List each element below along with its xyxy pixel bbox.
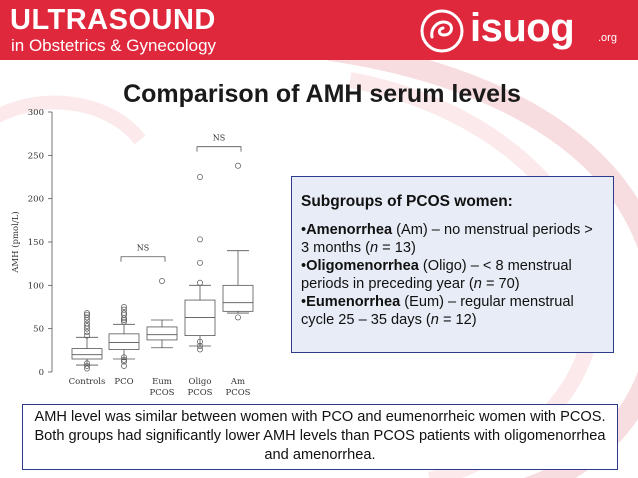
outlier-point xyxy=(84,362,90,369)
outlier-point xyxy=(84,329,90,336)
n-symbol: n xyxy=(369,240,379,256)
iqr-box xyxy=(71,348,103,360)
x-category-label: Eum xyxy=(152,377,172,387)
outlier-point xyxy=(84,320,90,327)
iqr-box xyxy=(108,333,140,350)
subgroup-count: = 70) xyxy=(481,276,520,292)
x-category-label: Controls xyxy=(69,377,106,387)
outlier-point xyxy=(197,338,203,345)
y-tick-label: 100 xyxy=(28,281,44,291)
box-1 xyxy=(71,310,103,372)
box-2 xyxy=(108,304,140,369)
outlier-point xyxy=(121,358,127,365)
x-category-label: PCO xyxy=(114,377,133,387)
y-tick-label: 50 xyxy=(33,325,44,335)
y-tick-label: 0 xyxy=(39,368,44,378)
iqr-box xyxy=(222,284,254,312)
outlier-point xyxy=(84,365,90,372)
x-category-label: PCOS xyxy=(187,388,212,398)
ns-annotation: NS xyxy=(137,244,149,253)
x-category-label: Oligo xyxy=(189,377,212,387)
amh-boxplot-chart: 0 50 100 150 200 250 300 AMH (pmol/L) Controls P… xyxy=(10,108,254,398)
ns-bracket xyxy=(120,256,166,262)
outlier-point xyxy=(121,318,127,325)
caption-box: AMH level was similar between women with… xyxy=(22,404,618,470)
y-tick-label: 300 xyxy=(28,108,44,118)
isuog-logo-icon xyxy=(420,9,464,53)
outlier-point xyxy=(235,314,241,321)
outlier-point xyxy=(197,343,203,349)
outlier-point xyxy=(84,332,90,339)
ns-annotation: NS xyxy=(213,134,225,143)
outlier-point xyxy=(121,354,127,361)
caption-text: AMH level was similar between women with… xyxy=(34,409,606,463)
subgroup-item-eumenorrhea: •Eumenorrhea (Eum) – regular menstrual c… xyxy=(301,293,604,329)
subgroup-term: Oligomenorrhea xyxy=(306,258,419,274)
outlier-point xyxy=(121,304,127,310)
ns-bracket xyxy=(196,146,242,152)
outlier-point xyxy=(197,259,203,266)
bullet: • xyxy=(301,222,307,238)
outlier-point xyxy=(121,310,127,317)
box-3 xyxy=(146,278,178,349)
outlier-point xyxy=(84,323,90,330)
outlier-point xyxy=(235,162,241,169)
outlier-point xyxy=(121,362,127,369)
subgroups-title: Subgroups of PCOS women: xyxy=(301,193,513,210)
y-tick-label: 250 xyxy=(28,151,44,161)
n-symbol: n xyxy=(473,276,482,292)
subgroup-count: = 13) xyxy=(378,240,416,256)
outlier-point xyxy=(121,356,127,363)
x-category-label: PCOS xyxy=(225,388,250,398)
iqr-box xyxy=(146,326,178,341)
n-symbol: n xyxy=(430,312,439,328)
isuog-logo-tld: .org xyxy=(598,32,617,44)
y-tick-label: 200 xyxy=(28,195,44,205)
subgroup-desc: (Oligo) – < 8 menstrual periods in prece… xyxy=(301,258,572,292)
slide-title: Comparison of AMH serum levels xyxy=(123,80,521,108)
bullet: • xyxy=(301,258,307,274)
subgroup-desc: (Eum) – regular menstrual cycle 25 – 35 … xyxy=(301,294,574,328)
outlier-point xyxy=(121,306,127,313)
subgroups-panel: Subgroups of PCOS women: •Amenorrhea (Am… xyxy=(291,176,614,353)
subgroup-desc: (Am) – no menstrual periods > 3 months ( xyxy=(301,222,593,256)
outlier-point xyxy=(197,236,203,243)
outlier-point xyxy=(84,314,90,321)
journal-title: ULTRASOUND xyxy=(10,4,216,36)
x-category-label: PCOS xyxy=(149,388,174,398)
subgroup-term: Eumenorrhea xyxy=(306,294,401,310)
subgroup-term: Amenorrhea xyxy=(306,222,393,238)
header-banner: ULTRASOUND in Obstetrics & Gynecology is… xyxy=(0,0,638,60)
outlier-point xyxy=(159,278,165,284)
y-tick-label: 150 xyxy=(28,238,44,248)
box-4 xyxy=(184,174,216,353)
isuog-logo-text: isuog xyxy=(470,6,575,50)
box-5 xyxy=(222,162,254,321)
subgroup-item-amenorrhea: •Amenorrhea (Am) – no menstrual periods … xyxy=(301,221,604,257)
outlier-point xyxy=(84,310,90,317)
subgroup-item-oligomenorrhea: •Oligomenorrhea (Oligo) – < 8 menstrual … xyxy=(301,257,604,293)
outlier-point xyxy=(197,279,203,286)
outlier-point xyxy=(84,311,90,318)
journal-subtitle: in Obstetrics & Gynecology xyxy=(11,36,217,55)
outlier-point xyxy=(197,174,203,180)
subgroup-count: = 12) xyxy=(438,312,477,328)
x-category-label: Am xyxy=(230,377,245,387)
bullet: • xyxy=(301,294,307,310)
y-axis-label: AMH (pmol/L) xyxy=(10,211,21,273)
outlier-point xyxy=(197,346,203,353)
